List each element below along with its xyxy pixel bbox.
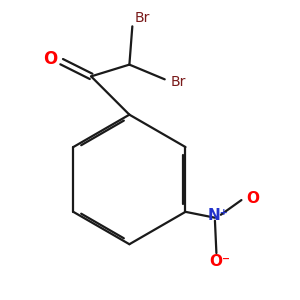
Text: O: O: [246, 191, 259, 206]
Text: O⁻: O⁻: [209, 254, 230, 269]
Text: N⁺: N⁺: [208, 208, 229, 223]
Text: Br: Br: [135, 11, 150, 25]
Text: Br: Br: [170, 75, 186, 89]
Text: O: O: [43, 50, 57, 68]
